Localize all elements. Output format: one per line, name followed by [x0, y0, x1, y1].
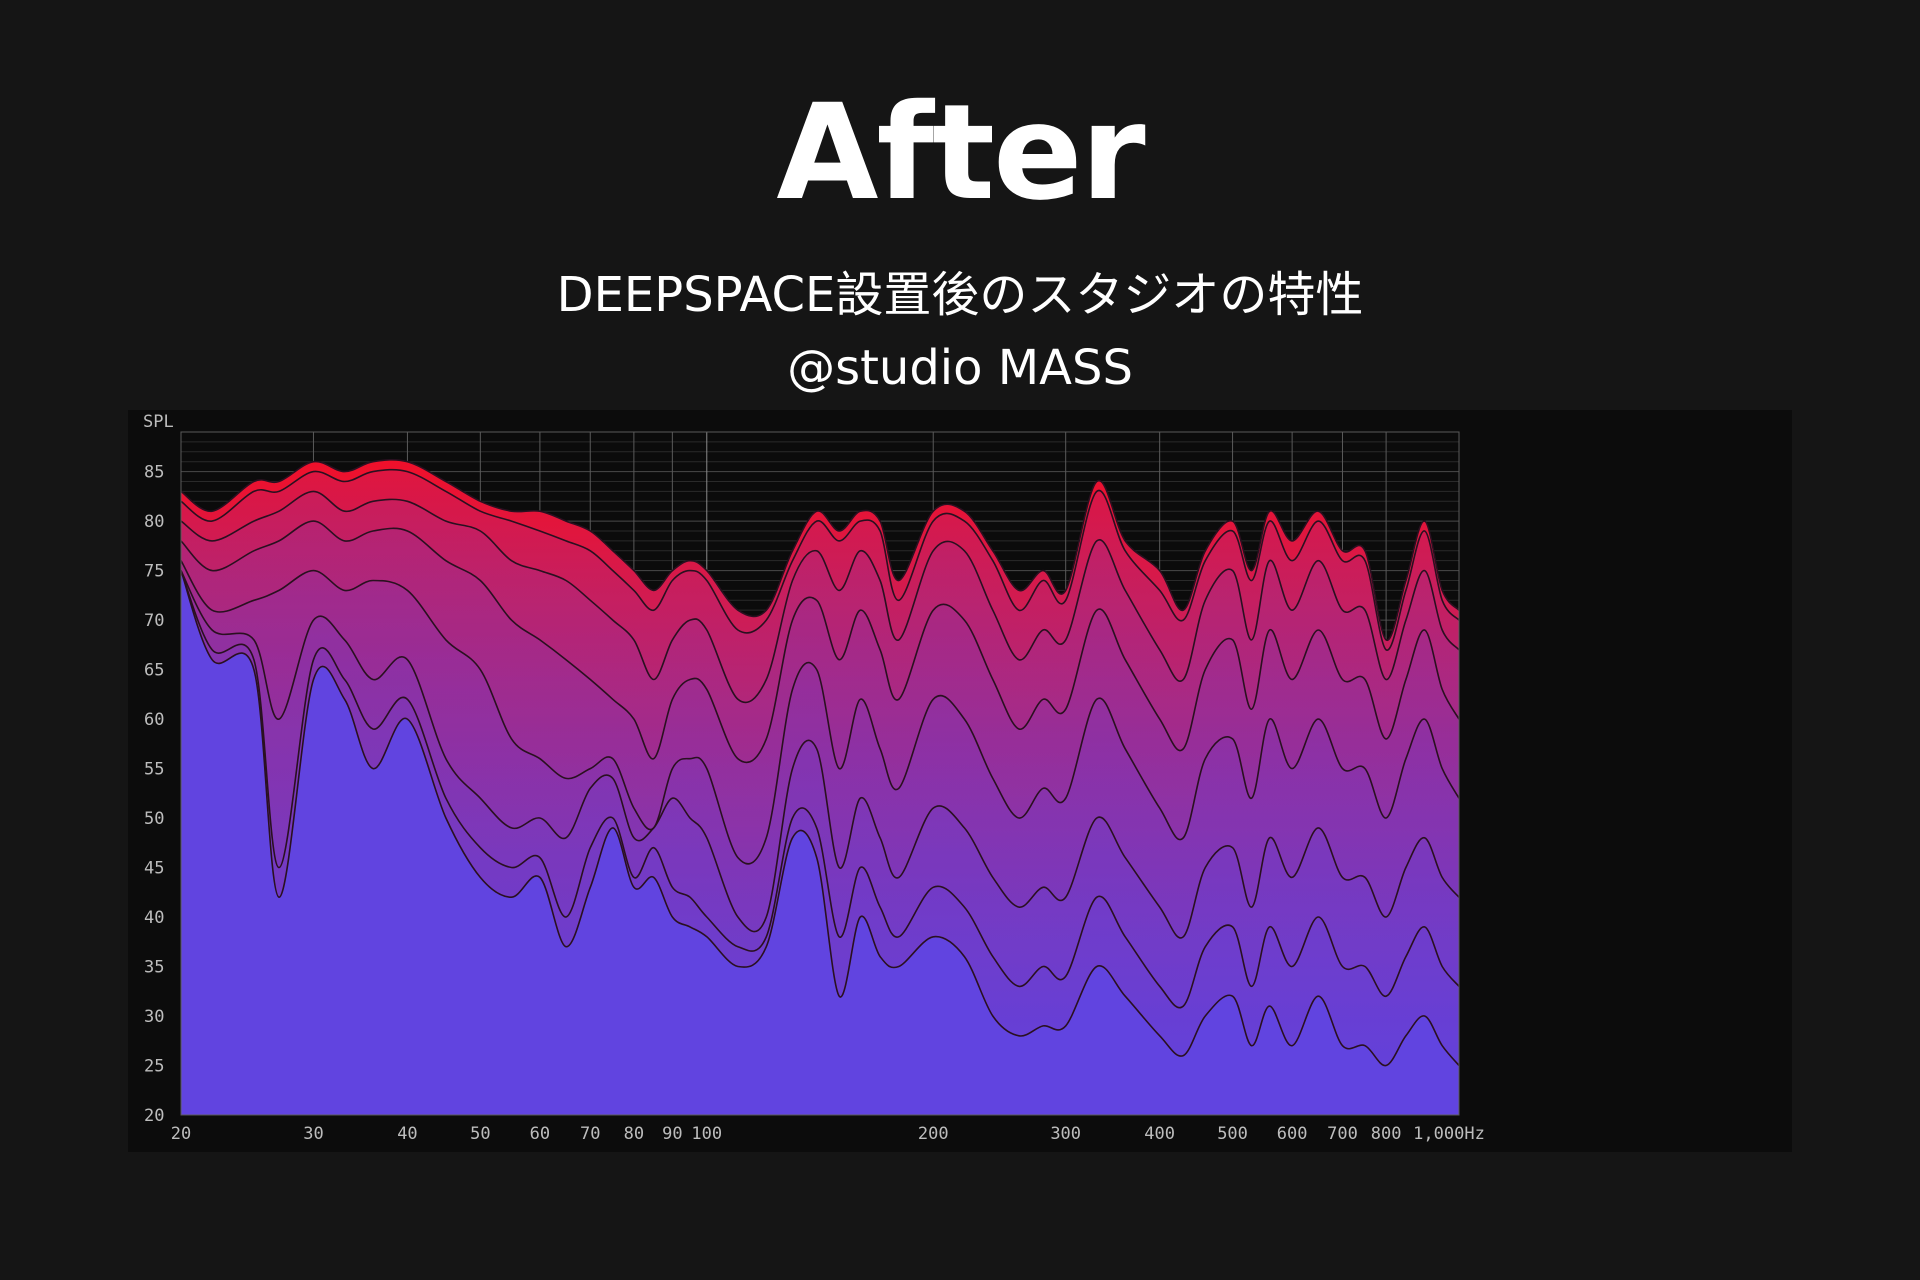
plot-border — [180, 431, 1460, 1116]
series-line-8 — [180, 570, 1460, 1067]
series-line-5 — [180, 560, 1460, 865]
x-tick-label: 700 — [1327, 1124, 1358, 1144]
x-tick-label: 600 — [1277, 1124, 1308, 1144]
chart-panel: SPL 20 25 30 35 40 45 50 55 60 65 70 75 80 85 20 30 40 50 6… — [128, 410, 1792, 1152]
y-tick-label: 60 — [144, 710, 164, 730]
x-tick-label: 20 — [171, 1124, 191, 1144]
y-tick-label: 80 — [144, 512, 164, 532]
y-tick-label: 45 — [144, 859, 164, 879]
y-tick-label: 35 — [144, 958, 164, 978]
series-line-6 — [180, 570, 1460, 939]
chart-lines — [180, 459, 1460, 1067]
y-tick-label: 25 — [144, 1057, 164, 1077]
studio-credit: @studio MASS — [787, 340, 1133, 396]
y-tick-label: 70 — [144, 611, 164, 631]
y-tick-label: 85 — [144, 463, 164, 483]
series-line-7 — [180, 570, 1460, 1009]
y-tick-label: 75 — [144, 562, 164, 582]
x-tick-label: 200 — [918, 1124, 949, 1144]
x-tick-label: 800 — [1371, 1124, 1402, 1144]
series-line-4 — [180, 520, 1460, 764]
x-tick-label: 60 — [530, 1124, 550, 1144]
series-line-1 — [180, 459, 1460, 641]
x-tick-label: 30 — [303, 1124, 323, 1144]
x-tick-label: 50 — [470, 1124, 490, 1144]
x-tick-label: 90 — [662, 1124, 682, 1144]
y-tick-label: 65 — [144, 661, 164, 681]
series-line-2 — [180, 468, 1460, 651]
x-tick-label: 40 — [397, 1124, 417, 1144]
y-tick-label: 40 — [144, 908, 164, 928]
y-tick-label: 55 — [144, 760, 164, 780]
x-tick-label: 500 — [1217, 1124, 1248, 1144]
spl-waterfall-chart: SPL 20 25 30 35 40 45 50 55 60 65 70 75 80 85 20 30 40 50 6… — [143, 412, 1485, 1144]
page-title: After — [776, 76, 1145, 230]
chart-areas — [181, 459, 1459, 1116]
x-tick-label: 300 — [1050, 1124, 1081, 1144]
x-tick-label: 100 — [691, 1124, 722, 1144]
x-tick-label: 1,000Hz — [1413, 1124, 1485, 1144]
series-area-bottom-solid — [181, 570, 1459, 1115]
x-tick-label: 400 — [1144, 1124, 1175, 1144]
x-tick-label: 70 — [580, 1124, 600, 1144]
chart-axes: SPL 20 25 30 35 40 45 50 55 60 65 70 75 80 85 20 30 40 50 6… — [143, 412, 1485, 1144]
x-tick-label: 80 — [624, 1124, 644, 1144]
series-line-3 — [180, 490, 1460, 704]
chart-subtitle: DEEPSPACE設置後のスタジオの特性 — [556, 267, 1364, 323]
y-tick-label: 20 — [144, 1106, 164, 1126]
y-axis-label: SPL — [143, 412, 174, 432]
y-tick-label: 50 — [144, 809, 164, 829]
y-tick-label: 30 — [144, 1007, 164, 1027]
